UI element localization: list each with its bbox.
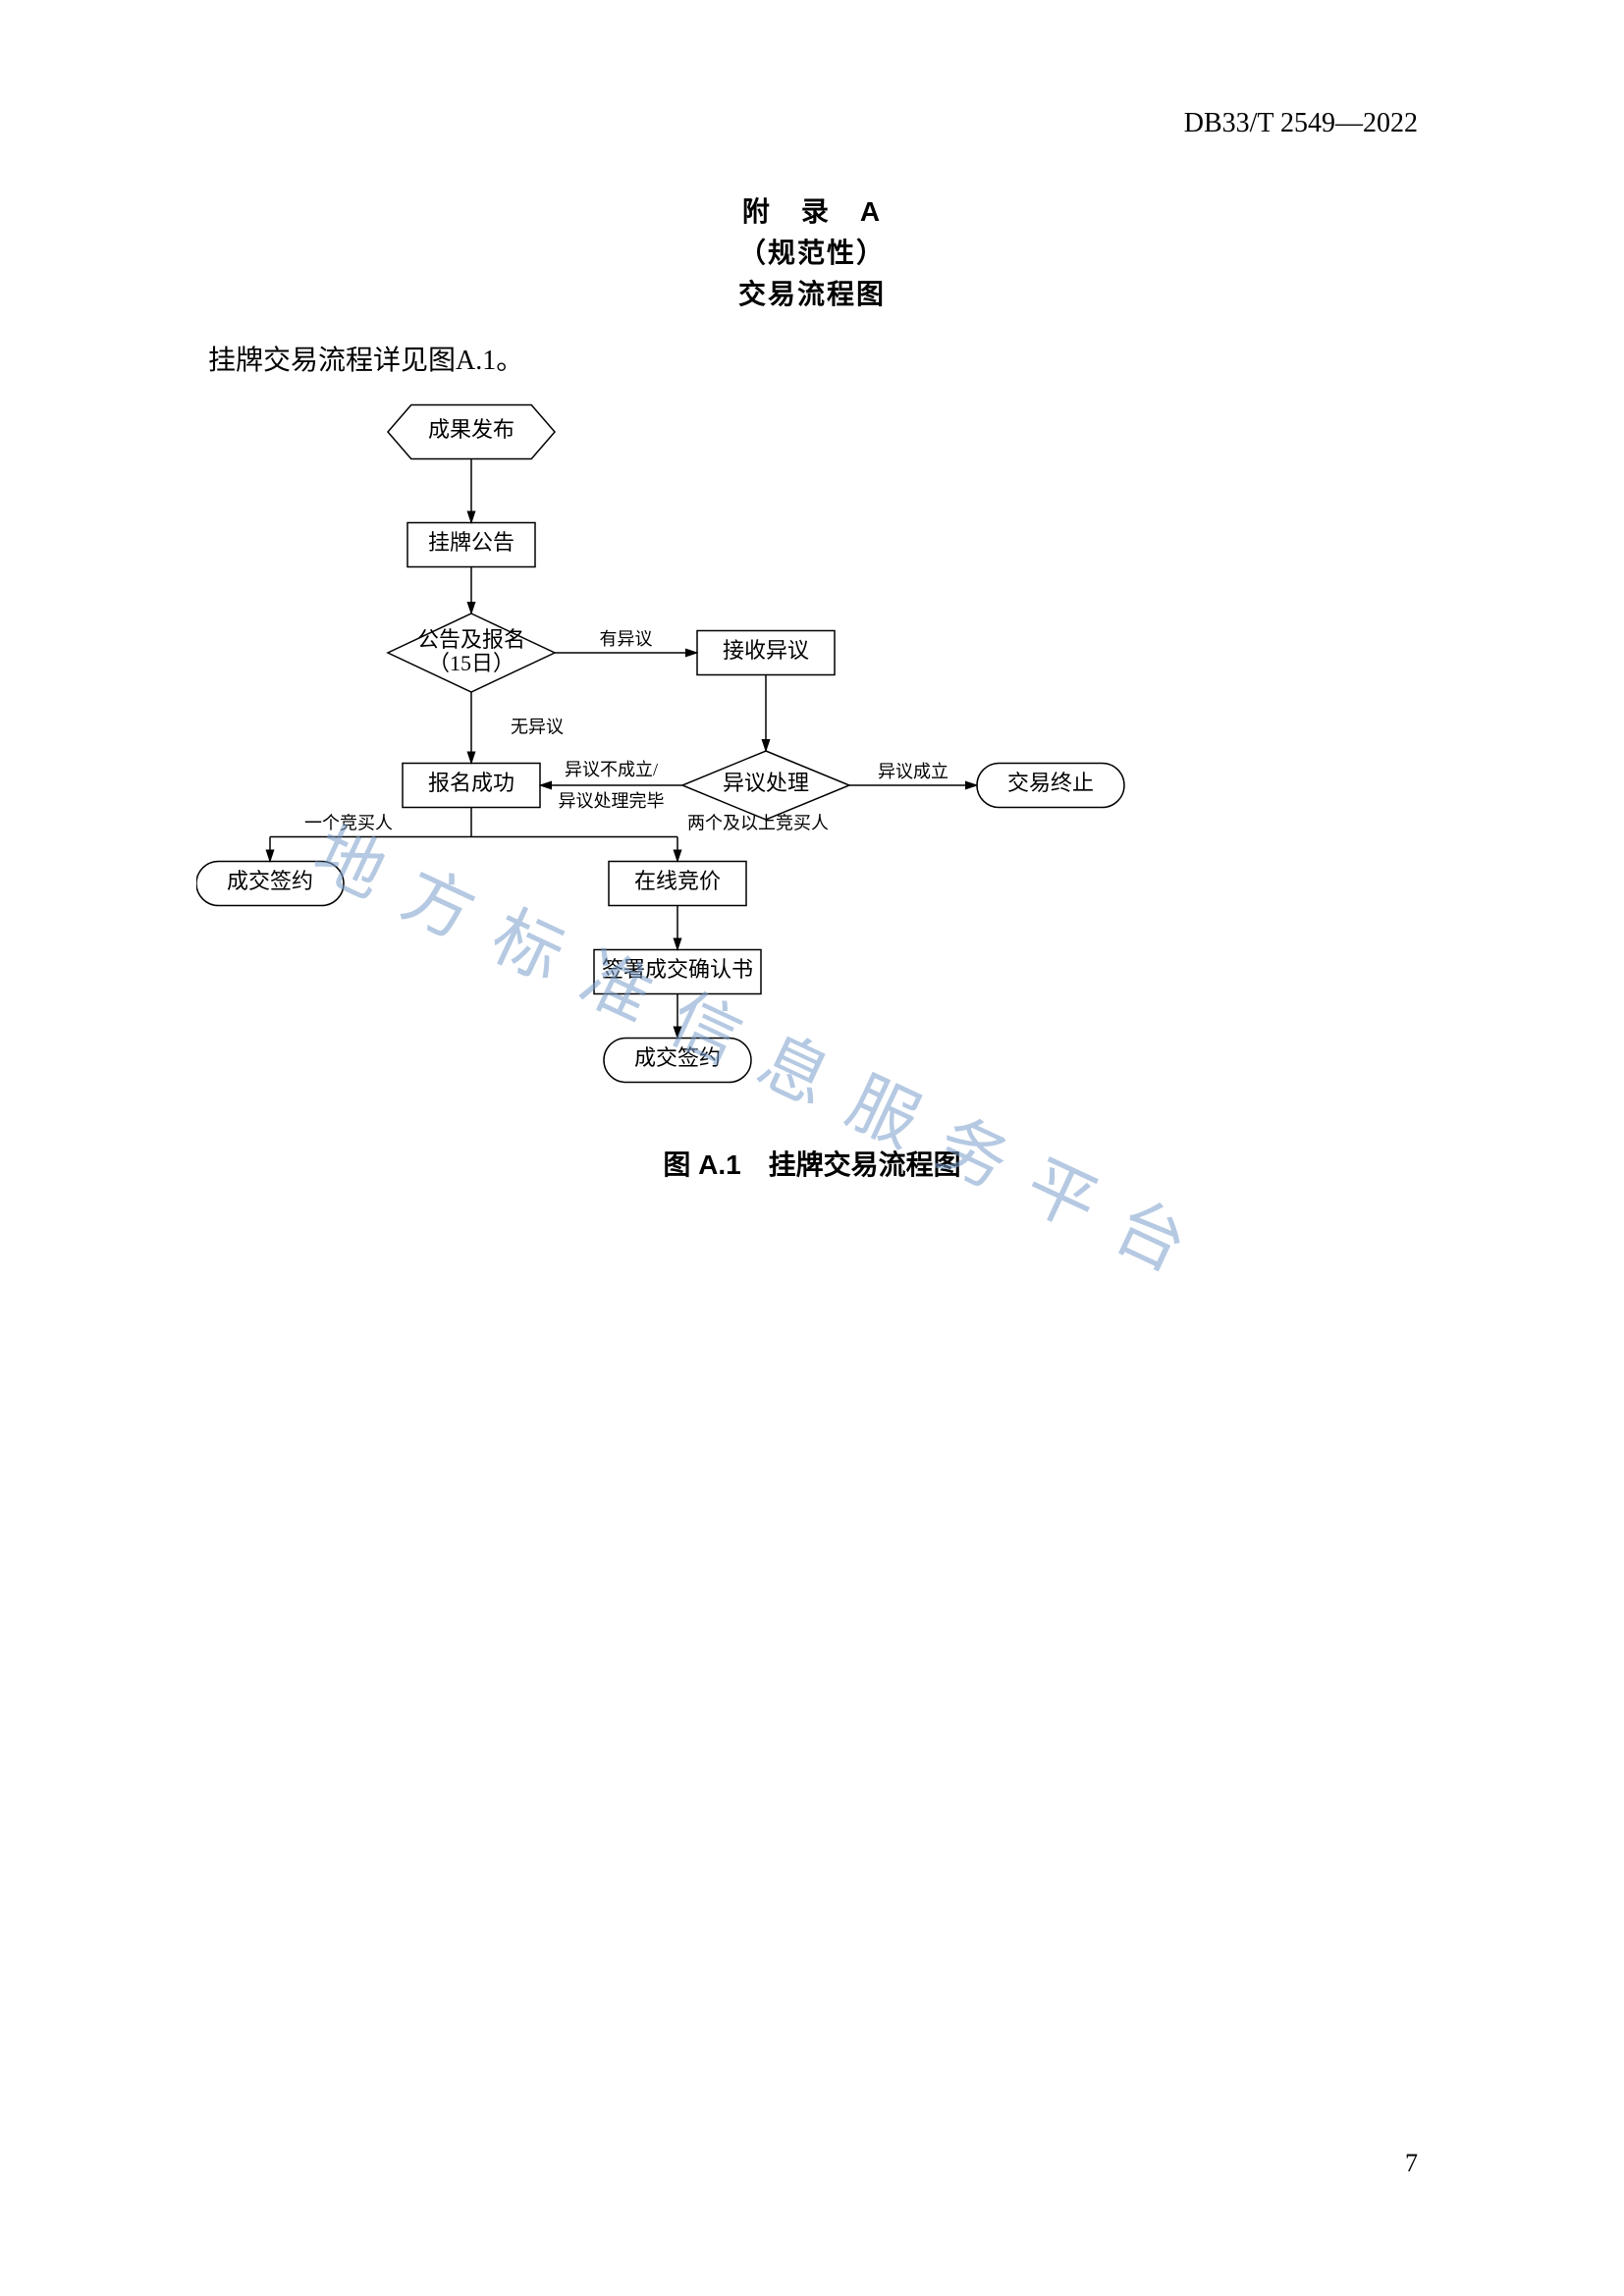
appendix-title-text: 交易流程图 [0, 274, 1624, 315]
svg-text:（15日）: （15日） [428, 651, 514, 675]
svg-text:交易终止: 交易终止 [1007, 771, 1094, 795]
svg-text:两个及以上竞买人: 两个及以上竞买人 [687, 814, 829, 833]
svg-text:在线竞价: 在线竞价 [634, 869, 721, 893]
document-page: DB33/T 2549—2022 附 录 A （规范性） 交易流程图 挂牌交易流… [0, 0, 1624, 2296]
svg-text:接收异议: 接收异议 [723, 638, 809, 663]
svg-text:报名成功: 报名成功 [428, 771, 514, 795]
svg-text:有异议: 有异议 [600, 629, 653, 649]
svg-text:成交签约: 成交签约 [634, 1045, 721, 1070]
svg-text:成交签约: 成交签约 [227, 869, 313, 893]
svg-text:异议处理: 异议处理 [723, 771, 809, 795]
svg-text:异议成立: 异议成立 [878, 762, 948, 781]
flowchart-container: 成果发布挂牌公告公告及报名（15日） 接收异议报名成功 异议处理 交易终止成交签约 在线… [196, 393, 1276, 1178]
figure-caption: 图 A.1 挂牌交易流程图 [0, 1144, 1624, 1183]
appendix-header: 附 录 A （规范性） 交易流程图 [0, 191, 1624, 315]
document-code: DB33/T 2549—2022 [1184, 108, 1418, 139]
appendix-label: 附 录 A [0, 191, 1624, 233]
svg-text:无异议: 无异议 [511, 717, 564, 736]
svg-text:公告及报名: 公告及报名 [417, 627, 525, 652]
svg-text:成果发布: 成果发布 [428, 417, 514, 442]
svg-text:异议不成立/: 异议不成立/ [565, 760, 658, 779]
svg-text:一个竞买人: 一个竞买人 [304, 814, 393, 833]
svg-text:签署成交确认书: 签署成交确认书 [602, 957, 753, 982]
appendix-type: （规范性） [0, 233, 1624, 274]
svg-text:挂牌公告: 挂牌公告 [428, 530, 514, 555]
page-number: 7 [1405, 2149, 1418, 2178]
intro-text: 挂牌交易流程详见图A.1。 [208, 339, 523, 378]
svg-text:异议处理完毕: 异议处理完毕 [559, 791, 665, 811]
flowchart-svg: 成果发布挂牌公告公告及报名（15日） 接收异议报名成功 异议处理 交易终止成交签约 在线… [196, 393, 1276, 1139]
